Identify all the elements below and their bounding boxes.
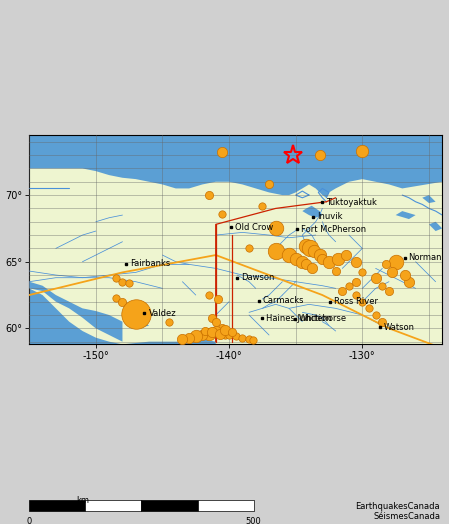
Point bbox=[221, 325, 229, 334]
Point bbox=[265, 180, 273, 189]
Text: 0: 0 bbox=[26, 518, 32, 524]
Text: Carmacks: Carmacks bbox=[263, 296, 304, 305]
Point bbox=[383, 260, 390, 269]
Point bbox=[379, 318, 386, 326]
Point bbox=[192, 332, 199, 341]
Point bbox=[119, 278, 126, 286]
Polygon shape bbox=[396, 211, 416, 219]
Point bbox=[345, 281, 352, 290]
Point bbox=[359, 298, 366, 306]
Point bbox=[365, 304, 373, 312]
Point bbox=[385, 287, 392, 295]
Point bbox=[185, 333, 193, 342]
Point bbox=[239, 333, 246, 342]
Point bbox=[246, 335, 253, 343]
Point bbox=[319, 255, 326, 263]
Text: Dawson: Dawson bbox=[241, 273, 274, 282]
Point bbox=[219, 148, 226, 157]
Polygon shape bbox=[29, 135, 442, 344]
Point bbox=[372, 274, 379, 282]
Point bbox=[339, 287, 346, 295]
Polygon shape bbox=[29, 288, 123, 344]
Text: km: km bbox=[77, 497, 89, 506]
Text: Fairbanks: Fairbanks bbox=[130, 259, 171, 268]
Point bbox=[219, 210, 226, 218]
Point bbox=[206, 330, 213, 338]
Polygon shape bbox=[29, 282, 123, 342]
Point bbox=[272, 247, 279, 255]
Point bbox=[352, 278, 359, 286]
Point bbox=[225, 331, 233, 339]
Point bbox=[166, 318, 173, 326]
Point bbox=[112, 274, 119, 282]
Point bbox=[246, 244, 253, 253]
Point bbox=[316, 251, 323, 259]
Point bbox=[259, 202, 266, 210]
Text: Haines Junction: Haines Junction bbox=[266, 314, 332, 323]
Text: Whitehorse: Whitehorse bbox=[299, 314, 347, 323]
Polygon shape bbox=[302, 206, 322, 218]
Point bbox=[307, 244, 314, 253]
Point bbox=[335, 255, 342, 263]
Point bbox=[199, 331, 206, 339]
Text: Ross River: Ross River bbox=[334, 297, 378, 307]
Polygon shape bbox=[29, 339, 216, 344]
Point bbox=[372, 311, 379, 319]
Point bbox=[221, 331, 229, 339]
Point bbox=[316, 151, 323, 159]
Point bbox=[250, 336, 257, 344]
Point bbox=[303, 260, 310, 269]
Point bbox=[112, 293, 119, 302]
Point bbox=[119, 298, 126, 306]
Point bbox=[212, 318, 219, 326]
Point bbox=[308, 264, 315, 272]
Point bbox=[126, 279, 133, 287]
Point bbox=[292, 255, 299, 263]
Point bbox=[359, 147, 366, 155]
Point bbox=[206, 291, 213, 299]
Polygon shape bbox=[29, 135, 442, 198]
Text: Inuvik: Inuvik bbox=[317, 212, 342, 222]
Point bbox=[219, 324, 226, 333]
Point bbox=[179, 335, 186, 343]
Point bbox=[388, 268, 395, 277]
Point bbox=[352, 257, 359, 266]
Point bbox=[212, 327, 219, 335]
Point bbox=[208, 328, 216, 336]
Point bbox=[303, 242, 310, 250]
Point bbox=[215, 295, 222, 303]
Polygon shape bbox=[129, 319, 149, 329]
Text: Old Crow: Old Crow bbox=[235, 223, 273, 232]
Point bbox=[216, 330, 223, 338]
Point bbox=[202, 327, 209, 335]
Point bbox=[352, 291, 359, 299]
Point bbox=[311, 247, 318, 255]
Point bbox=[206, 191, 213, 199]
Point bbox=[232, 332, 239, 341]
Text: Valdez: Valdez bbox=[149, 309, 176, 318]
Point bbox=[299, 257, 306, 266]
Point bbox=[392, 257, 399, 266]
Polygon shape bbox=[422, 195, 436, 203]
Point bbox=[208, 313, 216, 322]
Point bbox=[332, 267, 339, 275]
Text: Watson: Watson bbox=[383, 323, 414, 332]
Point bbox=[286, 251, 293, 259]
Text: 500: 500 bbox=[246, 518, 262, 524]
Point bbox=[401, 271, 409, 279]
Point bbox=[343, 251, 350, 259]
Text: Tuktoyaktuk: Tuktoyaktuk bbox=[326, 198, 377, 207]
Point bbox=[379, 281, 386, 290]
Text: EarthquakesCanada
SéismesCanada: EarthquakesCanada SéismesCanada bbox=[356, 502, 440, 521]
Polygon shape bbox=[429, 222, 442, 231]
Text: Fort McPherson: Fort McPherson bbox=[301, 225, 366, 234]
Point bbox=[405, 278, 413, 286]
Point bbox=[359, 268, 366, 277]
Point bbox=[326, 257, 333, 266]
Point bbox=[132, 310, 139, 318]
Point bbox=[228, 328, 235, 336]
Point bbox=[272, 224, 279, 233]
Text: Norman: Norman bbox=[409, 254, 442, 263]
